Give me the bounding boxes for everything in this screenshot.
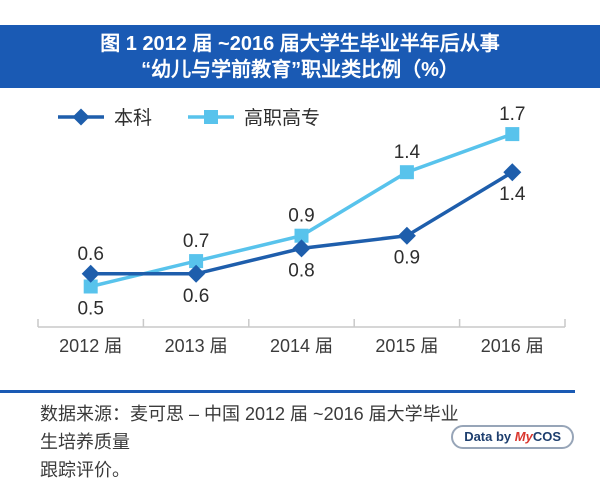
legend-square-marker-icon: [188, 109, 235, 124]
badge-prefix: Data by: [464, 429, 515, 444]
data-point-label: 1.7: [499, 104, 525, 125]
data-point-label: 1.4: [394, 142, 421, 163]
legend-label-gaozhi: 高职高专: [244, 108, 321, 129]
footer: 数据来源：麦可思 – 中国 2012 届 ~2016 届大学毕业生培养质量 跟踪…: [0, 390, 600, 480]
legend-label-benke: 本科: [114, 108, 153, 129]
x-axis-label: 2016 届: [481, 336, 544, 356]
x-axis-label: 2013 届: [165, 336, 228, 356]
chart-title-banner: 图 1 2012 届 ~2016 届大学生毕业半年后从事 “幼儿与学前教育”职业…: [0, 25, 600, 88]
badge-brand-rest: COS: [532, 429, 561, 444]
legend-diamond-marker-icon: [58, 108, 104, 125]
mycos-badge: Data by MyCOS: [451, 425, 574, 449]
data-point-label: 0.6: [77, 244, 103, 265]
title-line-2: “幼儿与学前教育”职业类比例（%）: [141, 59, 459, 81]
source-line-2: 跟踪评价。: [40, 460, 130, 480]
data-point-marker-diamond: [503, 163, 522, 182]
legend-item-benke: 本科: [58, 103, 152, 130]
source-line-1: 数据来源：麦可思 – 中国 2012 届 ~2016 届大学毕业生培养质量: [40, 404, 459, 452]
data-point-marker-diamond: [81, 264, 100, 283]
data-point-marker-square: [399, 165, 414, 180]
data-point-marker-square: [294, 228, 309, 243]
chart-legend: 本科 高职高专: [58, 103, 320, 130]
data-point-label: 0.9: [288, 206, 314, 227]
data-point-label: 0.8: [288, 260, 314, 281]
data-point-label: 1.4: [499, 184, 526, 205]
data-point-marker-diamond: [292, 239, 311, 258]
badge-brand-accent: My: [514, 429, 533, 444]
x-axis-label: 2014 届: [270, 336, 333, 356]
x-axis-label: 2015 届: [375, 336, 438, 356]
data-point-marker-square: [83, 279, 98, 294]
data-point-marker-diamond: [187, 264, 206, 283]
line-chart: 2012 届 2013 届 2014 届 2015 届 2016 届 0.5 0.7 0.9 1…: [37, 104, 566, 356]
x-axis-label: 2012 届: [59, 336, 122, 356]
legend-item-gaozhi: 高职高专: [188, 103, 320, 130]
footer-divider: [0, 390, 575, 393]
data-point-marker-diamond: [397, 226, 416, 245]
data-point-label: 0.5: [77, 299, 103, 320]
data-point-marker-square: [189, 254, 204, 269]
data-point-marker-square: [505, 127, 520, 142]
chart-area: 本科 高职高专 2012 届 2013 届 2014 届 2015 届 2016 届 0.…: [0, 88, 600, 390]
title-line-1: 图 1 2012 届 ~2016 届大学生毕业半年后从事: [100, 33, 500, 55]
data-point-label: 0.9: [394, 248, 420, 269]
data-point-label: 0.6: [183, 286, 209, 307]
data-point-label: 0.7: [183, 231, 209, 252]
